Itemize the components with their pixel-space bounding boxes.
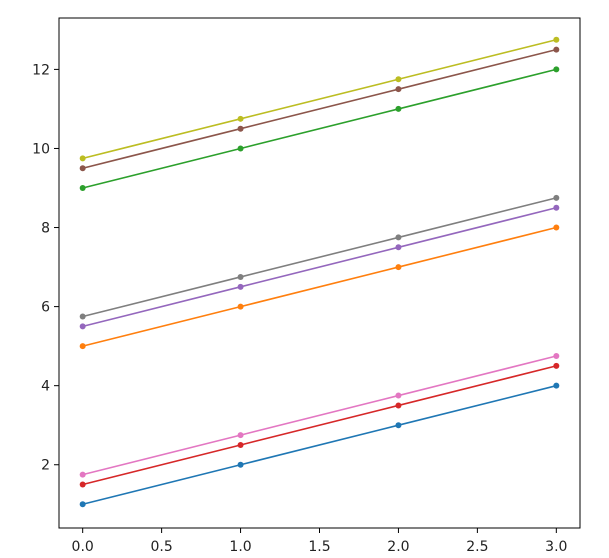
series-5-group xyxy=(79,204,560,330)
y-axis: 2 4 6 8 10 12 xyxy=(32,62,59,474)
series-4-point-1 xyxy=(237,441,244,448)
series-7-point-3 xyxy=(553,353,560,360)
series-9-point-3 xyxy=(553,36,560,43)
y-tick-label-4: 10 xyxy=(32,141,50,157)
series-6-point-2 xyxy=(395,86,402,93)
series-5-point-2 xyxy=(395,244,402,251)
series-2-point-2 xyxy=(395,264,402,271)
series-2-point-3 xyxy=(553,224,560,231)
series-9-point-2 xyxy=(395,76,402,83)
series-6-point-1 xyxy=(237,125,244,132)
y-tick-label-3: 8 xyxy=(41,221,50,237)
series-1-point-2 xyxy=(395,422,402,429)
x-tick-label-0: 0.0 xyxy=(72,539,94,555)
series-6-group xyxy=(79,46,560,172)
series-4-point-3 xyxy=(553,362,560,369)
x-tick-label-5: 2.5 xyxy=(466,539,488,555)
x-axis: 0.0 0.5 1.0 1.5 2.0 2.5 3.0 xyxy=(72,528,567,555)
series-4-group xyxy=(79,362,560,488)
x-tick-label-4: 2.0 xyxy=(387,539,409,555)
y-tick-label-2: 6 xyxy=(41,300,50,316)
series-8-point-1 xyxy=(237,273,244,280)
series-3-group xyxy=(79,66,560,191)
series-3-line xyxy=(82,68,557,189)
series-1-point-3 xyxy=(553,382,560,389)
series-9-point-0 xyxy=(79,155,86,162)
series-2-point-1 xyxy=(237,303,244,310)
series-9-point-1 xyxy=(237,115,244,122)
series-8-point-0 xyxy=(79,313,86,320)
plot-area-frame xyxy=(58,17,581,529)
series-9-line xyxy=(82,38,557,160)
x-tick-label-1: 0.5 xyxy=(150,539,172,555)
y-tick-label-5: 12 xyxy=(32,62,50,78)
x-tick-label-2: 1.0 xyxy=(229,539,251,555)
x-tick-label-3: 1.5 xyxy=(308,539,330,555)
series-1-line xyxy=(82,384,557,506)
series-8-point-3 xyxy=(553,194,560,201)
series-2-line xyxy=(82,226,557,347)
series-1-group xyxy=(79,382,560,508)
y-tick-label-0: 2 xyxy=(41,458,50,474)
series-6-point-0 xyxy=(79,165,86,172)
series-6-line xyxy=(82,48,557,170)
series-8-group xyxy=(79,194,560,320)
series-4-line xyxy=(82,365,557,486)
series-5-point-0 xyxy=(79,323,86,330)
series-9-group xyxy=(79,36,560,162)
series-7-group xyxy=(79,353,560,478)
series-6-point-3 xyxy=(553,46,560,53)
series-2-group xyxy=(79,224,560,350)
series-1-point-1 xyxy=(237,461,244,468)
series-layer xyxy=(79,36,560,508)
series-7-point-0 xyxy=(79,471,86,478)
y-tick-label-1: 4 xyxy=(41,379,50,395)
series-5-line xyxy=(82,206,557,328)
series-3-point-3 xyxy=(553,66,560,73)
series-8-line xyxy=(82,197,557,318)
series-5-point-3 xyxy=(553,204,560,211)
series-3-point-0 xyxy=(79,185,86,191)
series-7-point-2 xyxy=(395,392,402,399)
x-tick-label-6: 3.0 xyxy=(545,539,567,555)
series-8-point-2 xyxy=(395,234,402,241)
series-5-point-1 xyxy=(237,283,244,290)
series-2-point-0 xyxy=(79,343,86,350)
series-3-point-1 xyxy=(237,145,244,152)
series-1-point-0 xyxy=(79,501,86,508)
series-7-point-1 xyxy=(237,432,244,439)
series-4-point-0 xyxy=(79,481,86,488)
series-4-point-2 xyxy=(395,402,402,409)
series-7-line xyxy=(82,355,557,476)
series-3-point-2 xyxy=(395,105,402,112)
